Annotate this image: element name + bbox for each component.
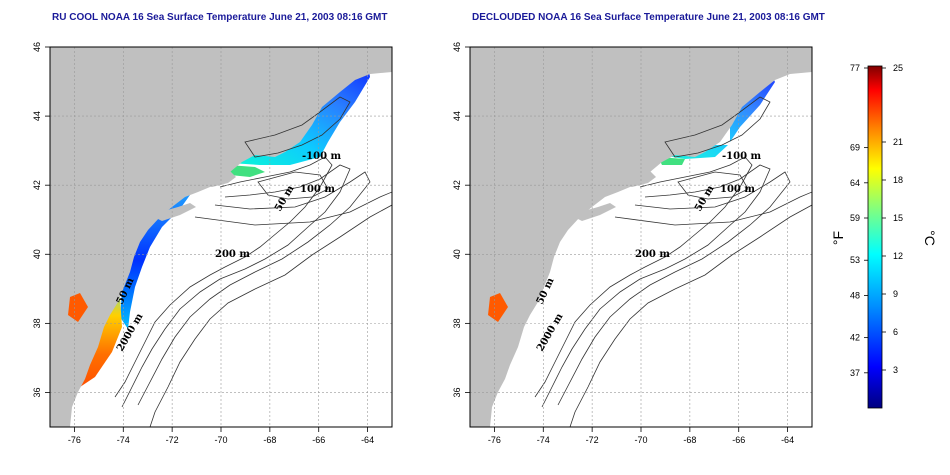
colorbar-celsius-ticks: 25 21 18 15 12 9 6 3 (882, 63, 903, 375)
depth-contour-label: -100 m (722, 151, 762, 162)
contour-50m (114, 156, 333, 398)
celsius-tick-label: 18 (893, 175, 903, 185)
y-tick-label: 40 (32, 249, 42, 259)
colorbar: 77 69 64 59 53 48 42 37 25 21 18 15 12 9 6 3 °F °C (830, 63, 938, 409)
contour-2000m (569, 191, 812, 427)
celsius-tick-label: 25 (893, 63, 903, 73)
fahrenheit-tick-label: 53 (850, 255, 860, 265)
contour-200m (557, 171, 791, 406)
x-tick-label: -68 (683, 435, 696, 445)
celsius-tick-label: 9 (893, 289, 898, 299)
x-tick-label: -70 (634, 435, 647, 445)
colorbar-gradient (867, 65, 883, 409)
y-tick-label: 46 (452, 42, 462, 52)
celsius-tick-label: 21 (893, 137, 903, 147)
y-tick-label: 38 (452, 318, 462, 328)
depth-contour-label: 100 m (720, 184, 755, 195)
celsius-tick-label: 15 (893, 213, 903, 223)
contour-inner-gulf (664, 96, 771, 158)
right-panel-title: DECLOUDED NOAA 16 Sea Surface Temperatur… (472, 12, 825, 23)
y-tick-label: 38 (32, 318, 42, 328)
contour-100m (121, 164, 351, 408)
x-tick-label: -66 (732, 435, 745, 445)
long-island (570, 203, 616, 221)
contour-inner-gulf (244, 96, 351, 158)
depth-contour-label: -100 m (302, 151, 342, 162)
contour-2000m (149, 191, 392, 427)
sst-patch (228, 165, 265, 177)
contour-50m (534, 156, 753, 398)
contour-georges-bank (257, 171, 329, 200)
depth-contour-label: 100 m (300, 184, 335, 195)
fahrenheit-tick-label: 69 (850, 143, 860, 153)
celsius-tick-label: 12 (893, 251, 903, 261)
sst-estuary (68, 293, 88, 322)
colorbar-fahrenheit-ticks: 77 69 64 59 53 48 42 37 (850, 63, 868, 378)
cape-cod (620, 171, 656, 187)
depth-contour-label: 200 m (215, 249, 250, 260)
x-tick-label: -70 (214, 435, 227, 445)
fahrenheit-unit-label: °F (830, 231, 846, 245)
x-tick-label: -66 (312, 435, 325, 445)
contour-100m (541, 164, 771, 408)
y-tick-label: 42 (452, 180, 462, 190)
x-tick-label: -76 (488, 435, 501, 445)
fahrenheit-tick-label: 42 (850, 333, 860, 343)
y-tick-label: 36 (32, 387, 42, 397)
x-tick-label: -64 (781, 435, 794, 445)
long-island (150, 203, 196, 221)
celsius-tick-label: 3 (893, 365, 898, 375)
fahrenheit-tick-label: 37 (850, 368, 860, 378)
y-tick-label: 42 (32, 180, 42, 190)
x-tick-label: -68 (263, 435, 276, 445)
fahrenheit-tick-label: 77 (850, 63, 860, 73)
x-tick-label: -76 (68, 435, 81, 445)
cape-cod (200, 171, 236, 187)
fahrenheit-tick-label: 59 (850, 213, 860, 223)
fahrenheit-tick-label: 48 (850, 290, 860, 300)
celsius-tick-label: 6 (893, 327, 898, 337)
y-tick-label: 44 (452, 111, 462, 121)
x-tick-label: -72 (586, 435, 599, 445)
y-tick-label: 46 (32, 42, 42, 52)
contour-200m (137, 171, 371, 406)
x-tick-label: -74 (537, 435, 550, 445)
y-tick-label: 40 (452, 249, 462, 259)
coastline-land (470, 47, 812, 427)
sst-estuary (488, 293, 508, 322)
celsius-unit-label: °C (922, 230, 938, 246)
left-panel-title: RU COOL NOAA 16 Sea Surface Temperature … (52, 12, 388, 23)
x-tick-label: -64 (361, 435, 374, 445)
x-tick-label: -72 (166, 435, 179, 445)
coastline-land (50, 47, 392, 427)
depth-contour-label: 200 m (635, 249, 670, 260)
fahrenheit-tick-label: 64 (850, 178, 860, 188)
y-tick-label: 44 (32, 111, 42, 121)
y-tick-label: 36 (452, 387, 462, 397)
x-tick-label: -74 (117, 435, 130, 445)
contour-georges-bank (677, 171, 749, 200)
